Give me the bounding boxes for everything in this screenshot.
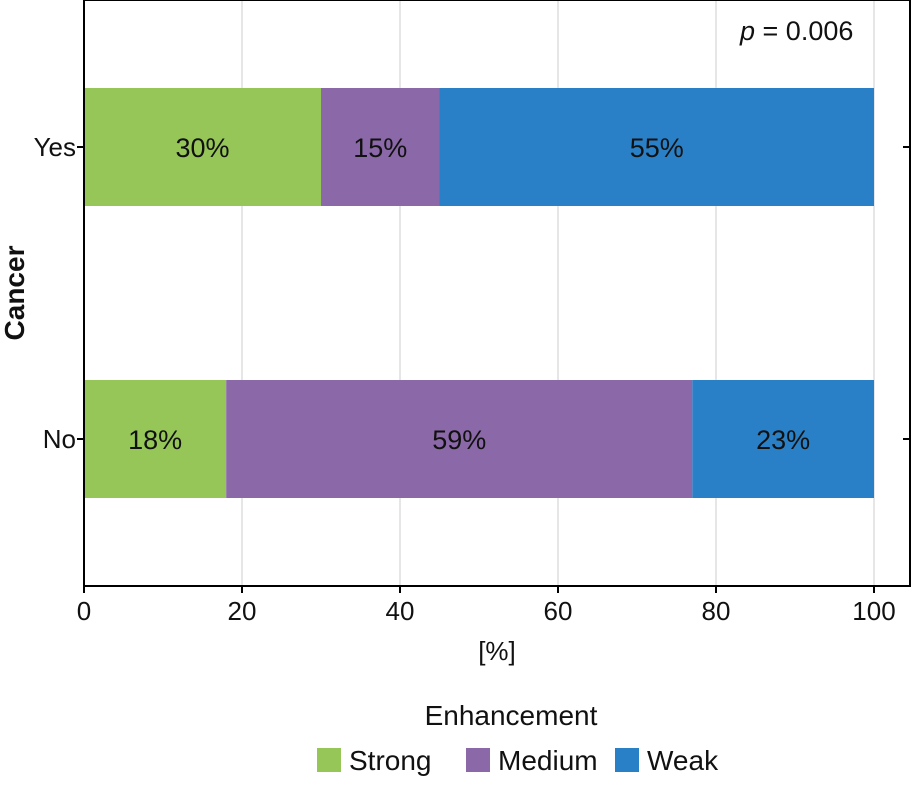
legend-label: Strong bbox=[349, 745, 432, 776]
bar-value-label: 59% bbox=[432, 425, 486, 455]
bar-value-label: 23% bbox=[756, 425, 810, 455]
bar-segment bbox=[439, 88, 874, 206]
bar-value-label: 15% bbox=[353, 133, 407, 163]
x-tick-label: 40 bbox=[386, 596, 415, 626]
legend-label: Medium bbox=[498, 745, 598, 776]
axis-ticks: 0 20 40 60 80 100 Yes No bbox=[34, 132, 910, 626]
x-tick-label: 20 bbox=[228, 596, 257, 626]
bar-segment bbox=[692, 380, 874, 498]
x-tick-label: 80 bbox=[702, 596, 731, 626]
legend-swatch bbox=[466, 748, 490, 772]
bar-segment bbox=[226, 380, 693, 498]
x-tick-label: 100 bbox=[852, 596, 895, 626]
x-tick-label: 0 bbox=[77, 596, 91, 626]
y-tick-label: Yes bbox=[34, 132, 76, 162]
bar-segment bbox=[84, 380, 227, 498]
bar-labels: 30% 15% 55% 18% 59% 23% bbox=[128, 133, 810, 455]
legend-title: Enhancement bbox=[425, 700, 598, 731]
bar-value-label: 18% bbox=[128, 425, 182, 455]
bars bbox=[84, 88, 874, 498]
bar-segment bbox=[321, 88, 440, 206]
legend-swatch bbox=[317, 748, 341, 772]
x-axis-title: [%] bbox=[478, 636, 516, 666]
y-tick-label: No bbox=[43, 424, 76, 454]
p-value-annotation: p = 0.006 bbox=[739, 16, 853, 46]
legend-swatch bbox=[615, 748, 639, 772]
legend-label: Weak bbox=[647, 745, 719, 776]
bar-segment bbox=[84, 88, 321, 206]
x-tick-label: 60 bbox=[544, 596, 573, 626]
plot-frame bbox=[83, 0, 911, 587]
bar-value-label: 55% bbox=[630, 133, 684, 163]
legend: Strong Medium Weak bbox=[317, 745, 719, 776]
grid-lines bbox=[241, 0, 875, 586]
y-axis-title: Cancer bbox=[0, 245, 30, 340]
bar-value-label: 30% bbox=[175, 133, 229, 163]
